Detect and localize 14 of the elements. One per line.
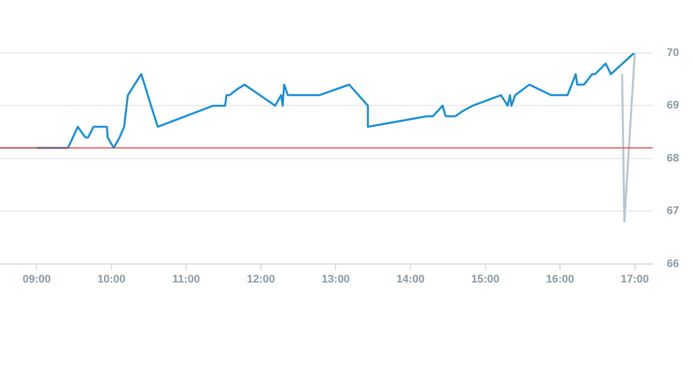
x-tick-label: 16:00 [546,273,574,286]
x-tick-label: 11:00 [172,273,200,286]
x-tick-label: 15:00 [471,273,500,286]
y-tick-label: 68 [666,152,680,164]
x-tick-label: 09:00 [22,273,51,286]
x-tick-label: 13:00 [322,273,350,286]
x-tick-label: 12:00 [246,273,276,286]
y-tick-label: 67 [666,205,680,218]
x-tick-label: 14:00 [396,273,425,286]
y-tick-label: 66 [666,258,680,270]
x-tick-label: 17:00 [620,273,649,286]
y-tick-label: 70 [666,47,680,60]
y-tick-label: 69 [666,100,680,112]
x-tick-label: 10:00 [97,273,126,286]
